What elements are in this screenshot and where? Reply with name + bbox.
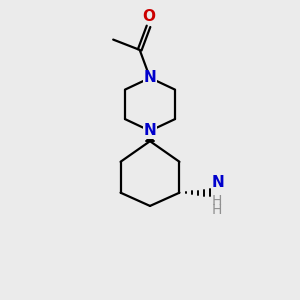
Text: H: H bbox=[212, 203, 222, 217]
Text: N: N bbox=[144, 70, 156, 86]
Text: O: O bbox=[142, 9, 155, 24]
Text: N: N bbox=[144, 123, 156, 138]
Text: N: N bbox=[212, 175, 225, 190]
Text: H: H bbox=[212, 194, 222, 208]
